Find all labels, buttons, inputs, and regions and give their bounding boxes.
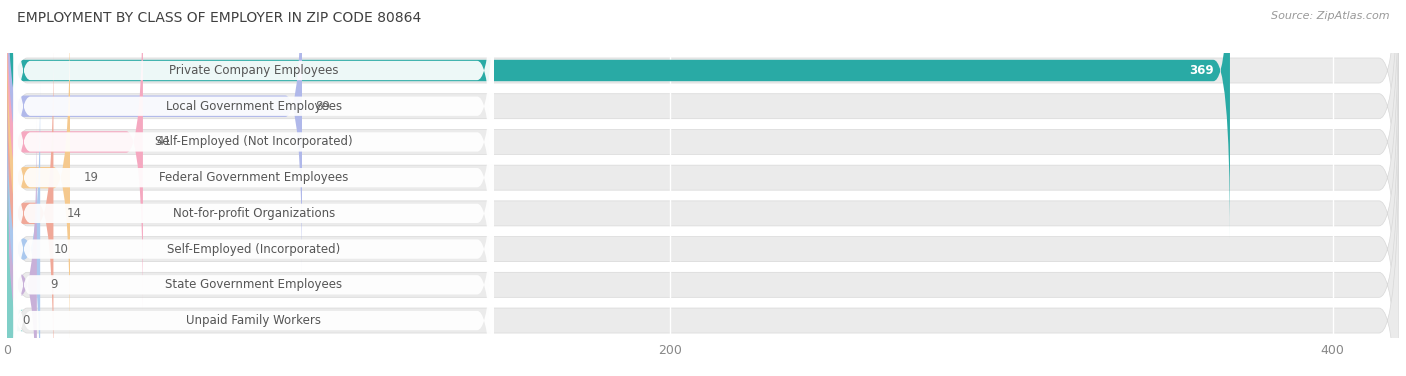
- FancyBboxPatch shape: [14, 0, 494, 311]
- Text: Local Government Employees: Local Government Employees: [166, 100, 342, 113]
- Text: State Government Employees: State Government Employees: [166, 278, 342, 291]
- Text: 10: 10: [53, 243, 69, 256]
- FancyBboxPatch shape: [7, 81, 41, 376]
- FancyBboxPatch shape: [7, 0, 1230, 238]
- Text: Unpaid Family Workers: Unpaid Family Workers: [186, 314, 321, 327]
- FancyBboxPatch shape: [7, 119, 1399, 376]
- FancyBboxPatch shape: [14, 80, 494, 376]
- FancyBboxPatch shape: [7, 117, 37, 376]
- FancyBboxPatch shape: [7, 0, 1399, 344]
- FancyBboxPatch shape: [14, 152, 494, 376]
- Text: 0: 0: [22, 314, 30, 327]
- Text: Source: ZipAtlas.com: Source: ZipAtlas.com: [1271, 11, 1389, 21]
- FancyBboxPatch shape: [7, 83, 1399, 376]
- FancyBboxPatch shape: [7, 47, 1399, 376]
- FancyBboxPatch shape: [7, 0, 1399, 308]
- FancyBboxPatch shape: [7, 45, 53, 376]
- FancyBboxPatch shape: [7, 0, 302, 274]
- FancyBboxPatch shape: [14, 116, 494, 376]
- Text: 41: 41: [156, 135, 172, 149]
- FancyBboxPatch shape: [0, 153, 24, 376]
- Text: EMPLOYMENT BY CLASS OF EMPLOYER IN ZIP CODE 80864: EMPLOYMENT BY CLASS OF EMPLOYER IN ZIP C…: [17, 11, 422, 25]
- Text: Private Company Employees: Private Company Employees: [169, 64, 339, 77]
- FancyBboxPatch shape: [14, 9, 494, 347]
- Text: 19: 19: [83, 171, 98, 184]
- Text: Self-Employed (Incorporated): Self-Employed (Incorporated): [167, 243, 340, 256]
- Text: 89: 89: [315, 100, 330, 113]
- Text: 14: 14: [66, 207, 82, 220]
- Text: 369: 369: [1188, 64, 1213, 77]
- Text: Federal Government Employees: Federal Government Employees: [159, 171, 349, 184]
- FancyBboxPatch shape: [14, 44, 494, 376]
- FancyBboxPatch shape: [7, 0, 1399, 272]
- FancyBboxPatch shape: [7, 12, 1399, 376]
- Text: 9: 9: [51, 278, 58, 291]
- FancyBboxPatch shape: [7, 0, 143, 310]
- FancyBboxPatch shape: [7, 10, 70, 346]
- Text: Not-for-profit Organizations: Not-for-profit Organizations: [173, 207, 335, 220]
- FancyBboxPatch shape: [14, 0, 494, 275]
- Text: Self-Employed (Not Incorporated): Self-Employed (Not Incorporated): [155, 135, 353, 149]
- FancyBboxPatch shape: [7, 0, 1399, 376]
- FancyBboxPatch shape: [14, 0, 494, 240]
